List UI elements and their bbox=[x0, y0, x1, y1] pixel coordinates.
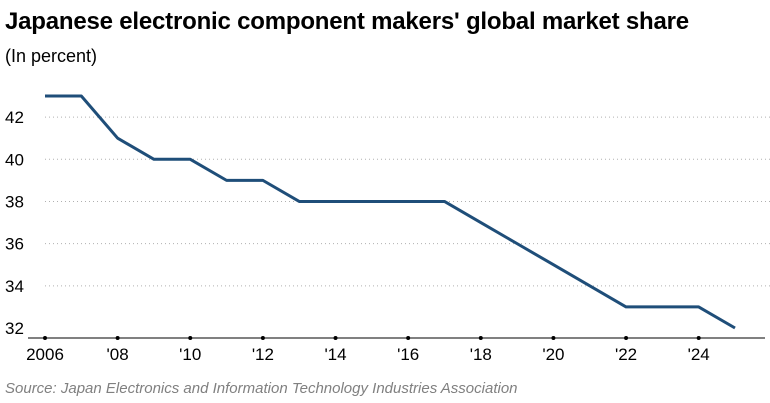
x-tick-mark bbox=[260, 336, 265, 340]
y-axis: 32 34 36 38 40 42 bbox=[5, 108, 24, 338]
y-tick-label: 36 bbox=[5, 235, 24, 254]
x-tick-mark bbox=[624, 336, 629, 340]
x-tick-mark bbox=[696, 336, 701, 340]
x-tick-label: '12 bbox=[252, 345, 274, 364]
x-tick-label: '10 bbox=[179, 345, 201, 364]
x-tick-mark bbox=[478, 336, 483, 340]
x-axis bbox=[28, 336, 765, 340]
x-tick-label: '08 bbox=[107, 345, 129, 364]
x-tick-mark bbox=[333, 336, 338, 340]
y-tick-label: 32 bbox=[5, 319, 24, 338]
x-tick-mark bbox=[43, 336, 47, 340]
chart-subtitle: (In percent) bbox=[5, 46, 98, 66]
x-tick-mark bbox=[188, 336, 193, 340]
x-tick-mark bbox=[406, 336, 411, 340]
x-tick-mark bbox=[115, 336, 120, 340]
chart-title: Japanese electronic component makers' gl… bbox=[5, 8, 689, 35]
source-note: Source: Japan Electronics and Informatio… bbox=[5, 380, 518, 397]
x-tick-label: '22 bbox=[615, 345, 637, 364]
y-tick-label: 34 bbox=[5, 277, 24, 296]
x-tick-label: '20 bbox=[542, 345, 564, 364]
series-layer bbox=[45, 94, 736, 330]
x-tick-label: 2006 bbox=[26, 345, 64, 364]
y-tick-label: 38 bbox=[5, 192, 24, 211]
y-tick-label: 40 bbox=[5, 150, 24, 169]
x-axis-labels: 2006 '08 '10 '12 '14 '16 '18 '20 '22 '24 bbox=[26, 345, 710, 364]
x-tick-label: '18 bbox=[470, 345, 492, 364]
x-tick-label: '14 bbox=[324, 345, 346, 364]
series-line bbox=[45, 94, 736, 330]
y-tick-label: 42 bbox=[5, 108, 24, 127]
x-tick-label: '24 bbox=[688, 345, 710, 364]
x-tick-mark bbox=[551, 336, 556, 340]
x-tick-label: '16 bbox=[397, 345, 419, 364]
